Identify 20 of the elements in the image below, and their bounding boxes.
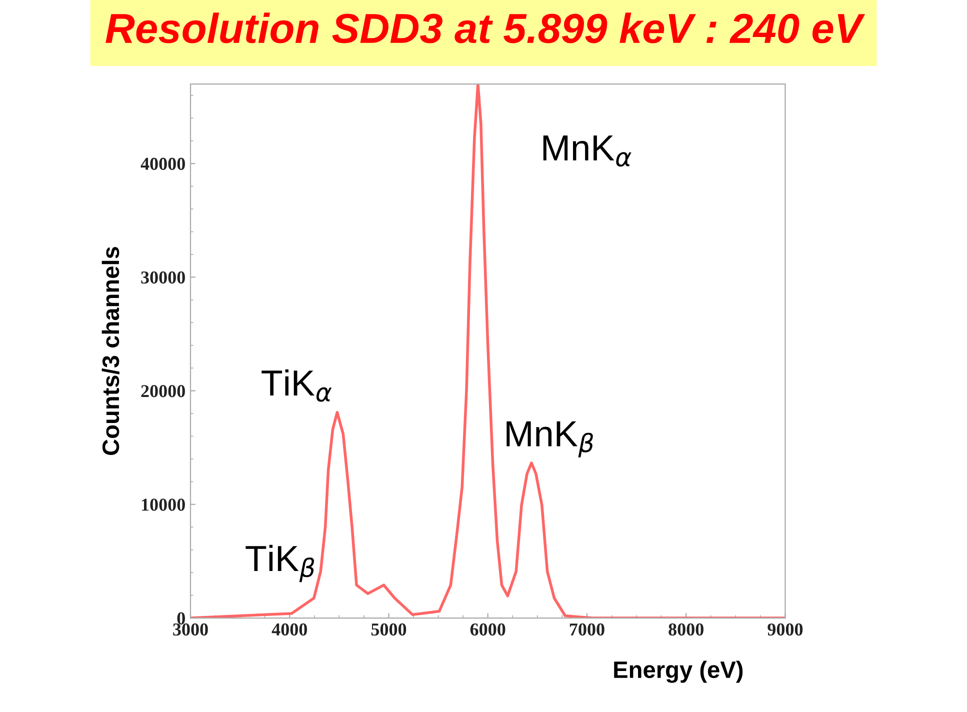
annotation: MnK$_{β}$ [506,421,593,458]
x-tick-label: 9000 [768,623,803,636]
chart-title: Resolution SDD3 at 5.899 keV : 240 eV [106,12,866,44]
x-tick-label: 7000 [570,623,604,636]
y-tick-label: 30000 [141,271,185,284]
annotation: MnK$_{α}$ [543,135,632,167]
annotation: TiK$_{β}$ [246,544,314,582]
y-tick-label: 40000 [140,158,185,170]
x-tick-label: 6000 [470,623,506,636]
x-tick-label: 8000 [668,623,704,636]
annotation: TiK$_{α}$ [262,369,332,402]
y-tick-label: 20000 [141,385,185,398]
x-axis-title: Energy (eV) [614,660,743,683]
y-tick-label: 0 [177,612,185,624]
line-series [190,84,786,618]
x-tick-label: 4000 [272,623,307,636]
y-axis-title: Counts/3 channels [102,247,120,455]
x-tick-label: 5000 [371,623,406,636]
x-tick-label: 3000 [173,623,208,636]
y-tick-label: 10000 [142,498,185,511]
